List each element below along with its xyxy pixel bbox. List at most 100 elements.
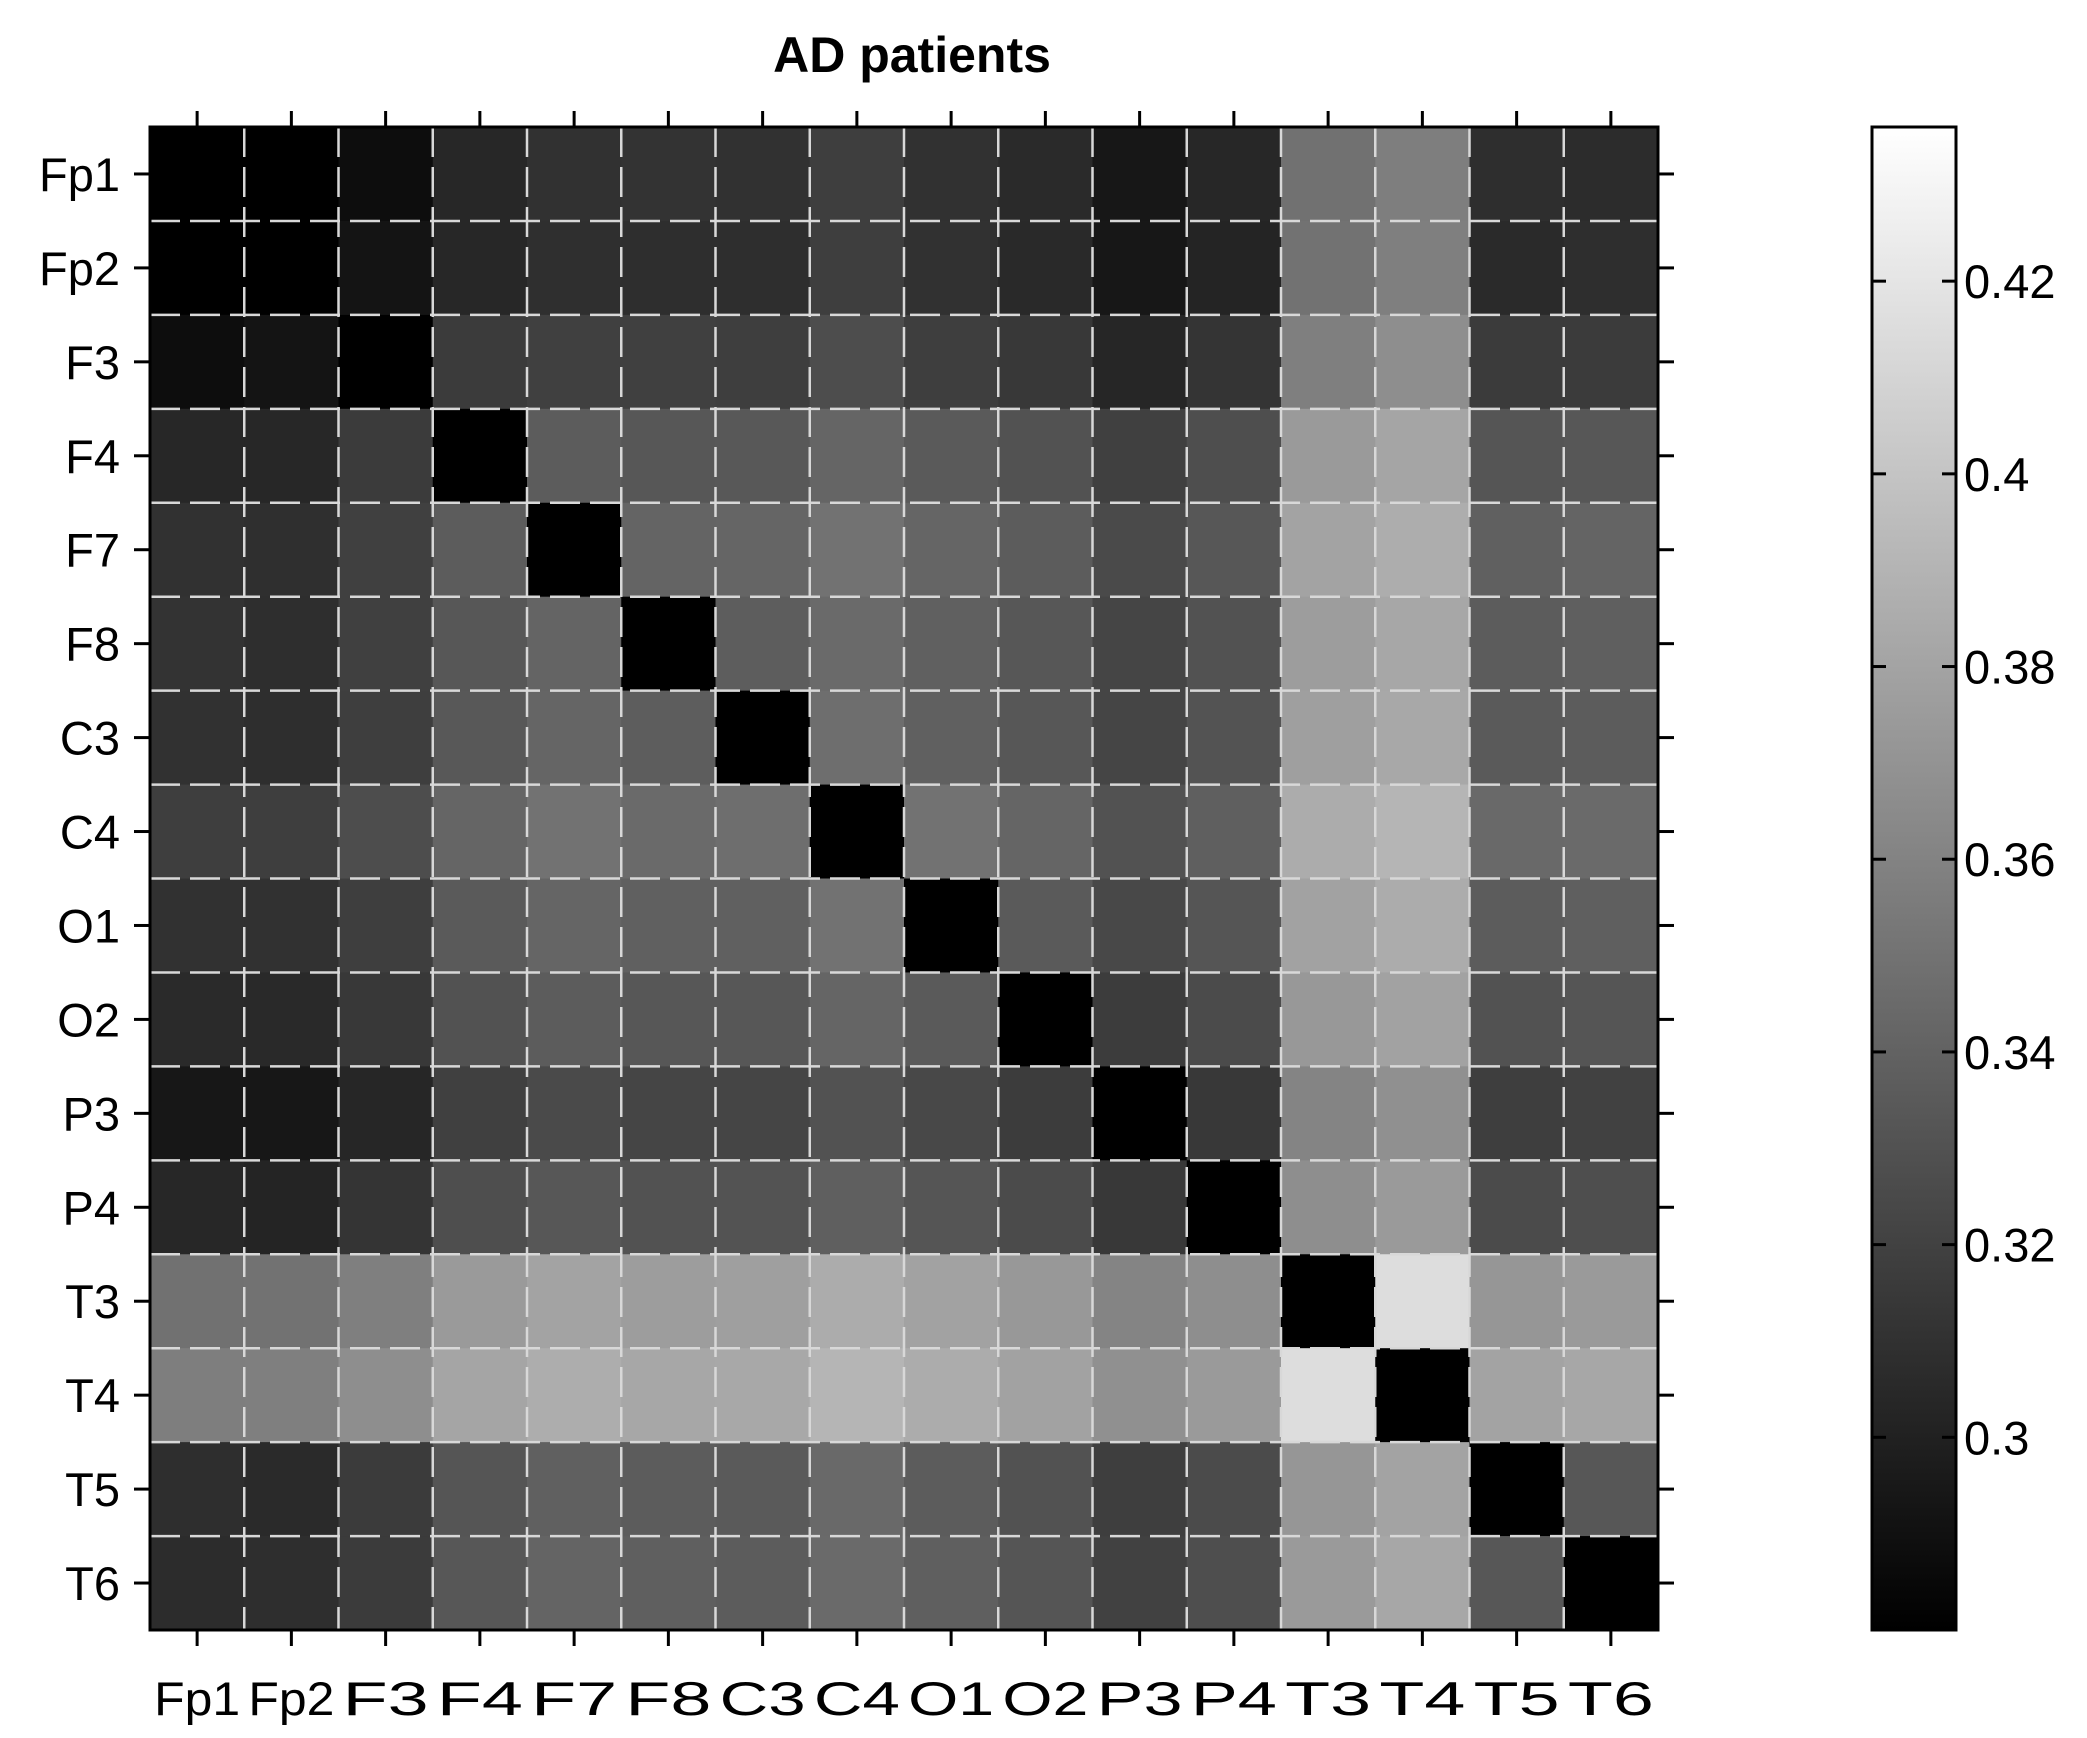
heatmap-cell-F4-O1 — [904, 408, 999, 504]
heatmap-cell-O1-P4 — [1186, 878, 1282, 974]
heatmap-cell-F4-T3 — [1281, 408, 1376, 504]
heatmap-cell-O2-T3 — [1281, 972, 1376, 1067]
heatmap-cell-F8-T6 — [1563, 596, 1659, 692]
heatmap-cell-O2-Fp2 — [244, 972, 340, 1067]
x-axis-tick-labels: Fp1 Fp2 F3 F4 F7 F8 C3 C4 O1 O2 P3 P4 T3 T4 T5 T6 — [154, 1672, 1654, 1725]
heatmap-cell-F7-Fp2 — [244, 502, 340, 598]
heatmap-cell-O1-C3 — [715, 878, 811, 974]
heatmap-cell-P3-T5 — [1469, 1066, 1565, 1161]
heatmap-cell-C4-F7 — [527, 784, 622, 880]
heatmap-cell-T3-F7 — [527, 1254, 622, 1349]
heatmap-cell-Fp1-F7 — [527, 127, 622, 222]
x-tick-label: O2 — [1002, 1672, 1088, 1725]
heatmap-cell-Fp1-Fp1 — [150, 127, 245, 222]
heatmap-cell-Fp2-F4 — [432, 220, 528, 316]
y-tick-label: O2 — [57, 993, 120, 1046]
heatmap-cell-F8-O2 — [998, 596, 1094, 692]
heatmap-cell-F7-F7 — [527, 502, 622, 598]
heatmap-cell-F3-C3 — [715, 314, 811, 410]
heatmap-cell-C3-C4 — [809, 690, 905, 786]
heatmap-cell-O1-P3 — [1092, 878, 1188, 974]
heatmap-cell-T6-T6 — [1563, 1536, 1659, 1631]
heatmap-cell-O1-T6 — [1563, 878, 1659, 974]
heatmap-cell-F8-T4 — [1375, 596, 1471, 692]
heatmap-cell-Fp2-C3 — [715, 220, 811, 316]
colorbar-tick-label: 0.4 — [1964, 448, 2029, 501]
heatmap-cell-T4-O1 — [904, 1348, 999, 1443]
x-tick-label: T4 — [1379, 1672, 1465, 1725]
heatmap-cell-F8-F3 — [338, 596, 434, 692]
heatmap-cell-Fp1-P4 — [1186, 127, 1282, 222]
heatmap-cell-P3-P3 — [1092, 1066, 1188, 1161]
heatmap-cell-F3-T6 — [1563, 314, 1659, 410]
heatmap-cell-T4-C4 — [809, 1348, 905, 1443]
heatmap-cell-F7-Fp1 — [150, 502, 245, 598]
x-tick-label: T3 — [1285, 1672, 1371, 1725]
heatmap-cell-P4-C4 — [809, 1160, 905, 1255]
heatmap-cell-P3-F8 — [621, 1066, 717, 1161]
heatmap-cell-P3-C4 — [809, 1066, 905, 1161]
heatmap-cell-P4-Fp2 — [244, 1160, 340, 1255]
heatmap-cell-F8-Fp2 — [244, 596, 340, 692]
heatmap-cell-T5-F7 — [527, 1442, 622, 1537]
heatmap-cell-T4-P3 — [1092, 1348, 1188, 1443]
heatmap-cell-O2-O2 — [998, 972, 1094, 1067]
y-tick-label: O1 — [57, 899, 120, 952]
heatmap-cell-O2-C4 — [809, 972, 905, 1067]
heatmap-cell-Fp1-C4 — [809, 127, 905, 222]
heatmap-cell-T6-F8 — [621, 1536, 717, 1631]
heatmap-cell-P3-Fp1 — [150, 1066, 245, 1161]
y-tick-label: F4 — [65, 430, 120, 483]
heatmap-cell-F3-P3 — [1092, 314, 1188, 410]
heatmap-cell-O1-F4 — [432, 878, 528, 974]
heatmap-cell-F3-P4 — [1186, 314, 1282, 410]
heatmap-cell-T5-O1 — [904, 1442, 999, 1537]
heatmap-cell-T4-C3 — [715, 1348, 811, 1443]
heatmap-cell-C3-T3 — [1281, 690, 1376, 786]
heatmap-cell-F8-F7 — [527, 596, 622, 692]
heatmap-cell-T6-C4 — [809, 1536, 905, 1631]
plot-frame — [148, 125, 1660, 1632]
y-tick-label: Fp1 — [39, 148, 120, 201]
heatmap-cell-C3-F8 — [621, 690, 717, 786]
heatmap-cell-P4-O1 — [904, 1160, 999, 1255]
heatmap-cell-P3-F3 — [338, 1066, 434, 1161]
heatmap-cell-T6-T3 — [1281, 1536, 1376, 1631]
heatmap-cell-F4-P4 — [1186, 408, 1282, 504]
heatmap-cell-Fp1-T4 — [1375, 127, 1471, 222]
x-tick-label: F4 — [437, 1672, 523, 1725]
heatmap-cell-F4-F3 — [338, 408, 434, 504]
heatmap-cell-T5-Fp1 — [150, 1442, 245, 1537]
heatmap-cell-Fp1-P3 — [1092, 127, 1188, 222]
heatmap-cell-F7-T6 — [1563, 502, 1659, 598]
heatmap-cell-F7-T3 — [1281, 502, 1376, 598]
heatmap-cell-T3-T4 — [1375, 1254, 1471, 1349]
heatmap-cell-F8-F4 — [432, 596, 528, 692]
heatmap-cell-C3-F7 — [527, 690, 622, 786]
heatmap-cell-C4-Fp1 — [150, 784, 245, 880]
heatmap-cell-T4-T4 — [1375, 1348, 1471, 1443]
heatmap-cell-P4-F8 — [621, 1160, 717, 1255]
heatmap-cell-T5-P3 — [1092, 1442, 1188, 1537]
heatmap-cells — [150, 127, 1659, 1631]
heatmap-cell-Fp2-T4 — [1375, 220, 1471, 316]
heatmap-cell-C3-P4 — [1186, 690, 1282, 786]
heatmap-cell-F7-T4 — [1375, 502, 1471, 598]
heatmap-cell-F7-P4 — [1186, 502, 1282, 598]
heatmap-cell-Fp1-F8 — [621, 127, 717, 222]
heatmap-cell-Fp2-O1 — [904, 220, 999, 316]
heatmap-cell-C3-O2 — [998, 690, 1094, 786]
heatmap-cell-T3-C4 — [809, 1254, 905, 1349]
heatmap-cell-T3-P4 — [1186, 1254, 1282, 1349]
heatmap-cell-F3-T5 — [1469, 314, 1565, 410]
heatmap-cell-F3-F7 — [527, 314, 622, 410]
heatmap-cell-T6-O2 — [998, 1536, 1094, 1631]
heatmap-cell-P4-Fp1 — [150, 1160, 245, 1255]
heatmap-cell-F4-C4 — [809, 408, 905, 504]
colorbar-ticks: 0.3 0.32 0.34 0.36 0.38 0.4 0.42 — [1872, 255, 2055, 1464]
heatmap-cell-F4-T6 — [1563, 408, 1659, 504]
heatmap-cell-Fp1-T5 — [1469, 127, 1565, 222]
heatmap-cell-P4-T6 — [1563, 1160, 1659, 1255]
heatmap-cell-F8-T3 — [1281, 596, 1376, 692]
